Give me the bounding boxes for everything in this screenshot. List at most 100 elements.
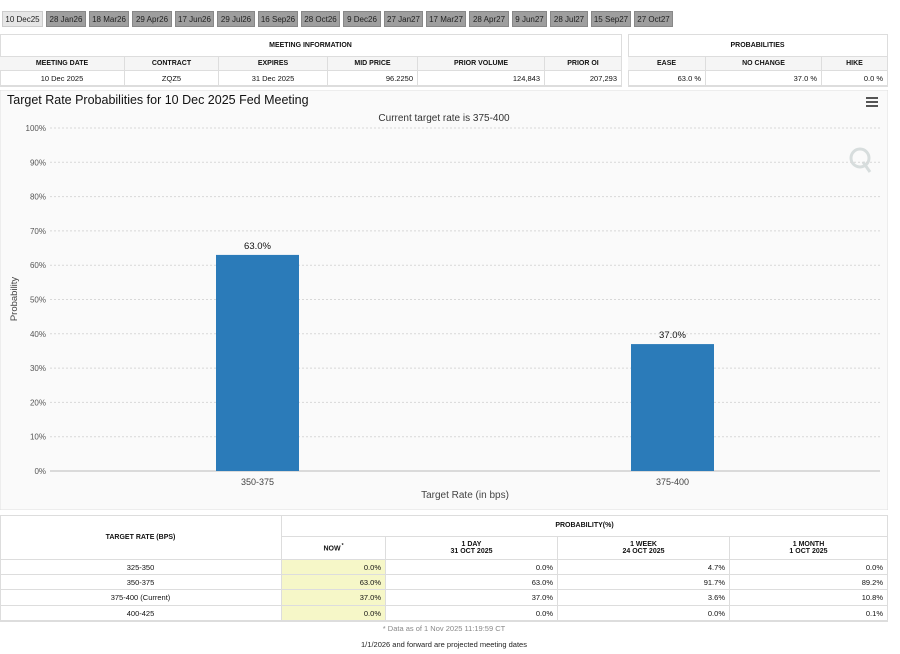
column-header: PRIOR VOLUME [418,57,545,71]
header-line: 1 OCT 2025 [789,548,827,555]
table-cell: 63.0 % [628,71,706,86]
date-tab[interactable]: 29 Apr26 [132,11,172,27]
table-cell: 89.2% [730,575,888,590]
header-line: 24 OCT 2025 [622,548,664,555]
x-tick-label: 350-375 [241,477,274,487]
column-header: MID PRICE [328,57,418,71]
table-cell: 375-400 (Current) [0,590,282,606]
table-cell: 37.0% [282,590,386,606]
table-cell: 207,293 [545,71,622,86]
y-tick-label: 40% [30,330,46,339]
header-line: NOW* [323,543,343,552]
column-label: 1 DAY [461,541,482,548]
y-axis-title: Probability [9,277,20,322]
table-cell: 3.6% [558,590,730,606]
date-tab[interactable]: 9 Dec26 [343,11,381,27]
table-cell: 0.0% [282,606,386,621]
date-tab[interactable]: 28 Jan26 [46,11,86,27]
table-cell: 124,843 [418,71,545,86]
column-header: MEETING DATE [0,57,125,71]
date-tab[interactable]: 28 Apr27 [469,11,509,27]
column-date: 31 OCT 2025 [450,548,493,555]
column-date: 24 OCT 2025 [622,548,665,555]
y-tick-label: 20% [30,398,46,407]
date-tab[interactable]: 15 Sep27 [591,11,631,27]
column-header: NOW* [282,537,386,560]
column-date: 1 OCT 2025 [789,548,828,555]
table-cell: 0.1% [730,606,888,621]
y-tick-label: 50% [30,296,46,305]
date-tab[interactable]: 27 Jan27 [384,11,423,27]
date-tab[interactable]: 18 Mar26 [89,11,129,27]
date-tab[interactable]: 28 Oct26 [301,11,340,27]
x-tick-label: 375-400 [656,477,689,487]
column-label: 1 MONTH [792,541,825,548]
y-tick-label: 60% [30,261,46,270]
table-cell: 4.7% [558,560,730,575]
footnote-mark: * [341,543,344,550]
footnote: * Data as of 1 Nov 2025 11:19:59 CT [382,624,506,633]
column-header: NO CHANGE [706,57,822,71]
y-tick-label: 80% [30,193,46,202]
value-label: 37.0% [659,330,686,341]
table-cell: 96.2250 [328,71,418,86]
column-header: TARGET RATE (BPS) [0,515,282,560]
chart: Target Rate Probabilities for 10 Dec 202… [0,90,888,510]
y-tick-label: 10% [30,433,46,442]
chart-subtitle: Current target rate is 375-400 [378,113,510,124]
chart-title: Target Rate Probabilities for 10 Dec 202… [7,93,309,107]
date-tab[interactable]: 9 Jun27 [512,11,547,27]
header-line: 1 DAY [462,541,482,548]
table-cell: 0.0% [730,560,888,575]
y-tick-label: 100% [26,124,46,133]
column-header: 1 MONTH 1 OCT 2025 [730,537,888,560]
column-label: 1 WEEK [630,541,657,548]
column-header: 1 WEEK 24 OCT 2025 [558,537,730,560]
table-cell: 37.0 % [706,71,822,86]
date-tab[interactable]: 28 Jul27 [550,11,588,27]
header-line: 31 OCT 2025 [450,548,492,555]
table-cell: 10.8% [730,590,888,606]
table-cell: 0.0% [386,560,558,575]
y-tick-label: 90% [30,158,46,167]
table-cell: 0.0% [558,606,730,621]
column-header: CONTRACT [125,57,219,71]
table-cell: 10 Dec 2025 [0,71,125,86]
date-tab[interactable]: 16 Sep26 [258,11,298,27]
table-cell: 400-425 [0,606,282,621]
table-cell: 0.0% [282,560,386,575]
date-tab[interactable]: 10 Dec25 [2,11,43,27]
column-header: HIKE [822,57,888,71]
column-header: 1 DAY 31 OCT 2025 [386,537,558,560]
table-cell: 350-375 [0,575,282,590]
column-label: NOW [323,545,341,553]
value-label: 63.0% [244,241,271,252]
table-cell: 0.0 % [822,71,888,86]
y-tick-label: 0% [34,467,46,476]
column-header: EASE [628,57,706,71]
y-tick-label: 30% [30,364,46,373]
table-cell: 0.0% [386,606,558,621]
table-title: PROBABILITIES [628,34,888,57]
column-header: EXPIRES [219,57,328,71]
date-tab[interactable]: 17 Mar27 [426,11,466,27]
date-tab[interactable]: 17 Jun26 [175,11,214,27]
table-cell: ZQZ5 [125,71,219,86]
table-cell: 325-350 [0,560,282,575]
bar [216,254,299,471]
y-tick-label: 70% [30,227,46,236]
table-cell: 37.0% [386,590,558,606]
table-cell: 31 Dec 2025 [219,71,328,86]
column-header: PRIOR OI [545,57,622,71]
group-header: PROBABILITY(%) [282,515,888,537]
menu-icon[interactable] [866,97,878,107]
header-line: 1 WEEK [630,541,657,548]
table-title: MEETING INFORMATION [0,34,622,57]
header-line: 1 MONTH [793,541,825,548]
date-tab[interactable]: 27 Oct27 [634,11,673,27]
date-tab[interactable]: 29 Jul26 [217,11,255,27]
bar [631,344,714,471]
table-cell: 63.0% [282,575,386,590]
watermark-logo [849,147,872,173]
